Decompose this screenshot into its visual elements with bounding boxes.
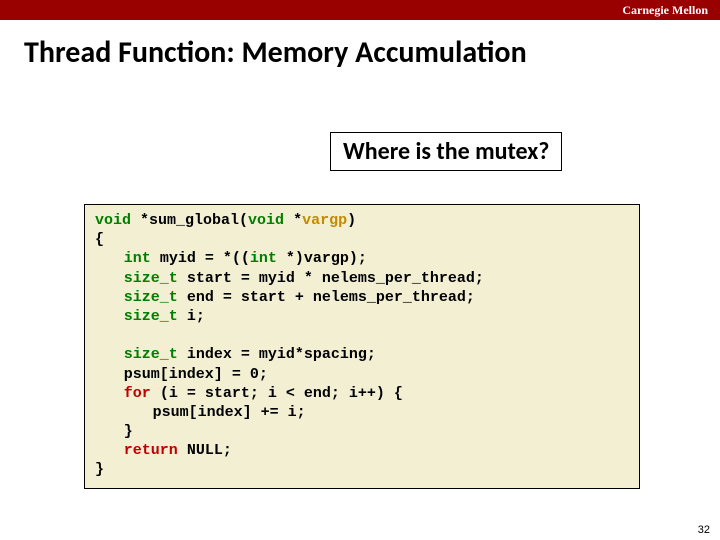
code-line: size_t index = myid*spacing; bbox=[95, 345, 629, 364]
kw-size_t: size_t bbox=[124, 270, 178, 287]
code-line: size_t end = start + nelems_per_thread; bbox=[95, 288, 629, 307]
text: start = myid * nelems_per_thread; bbox=[178, 270, 484, 287]
kw-size_t: size_t bbox=[124, 346, 178, 363]
fn-name: *sum_global( bbox=[131, 212, 248, 229]
kw-void: void bbox=[95, 212, 131, 229]
kw-return: return bbox=[124, 442, 178, 459]
kw-void: void bbox=[248, 212, 284, 229]
kw-size_t: size_t bbox=[124, 308, 178, 325]
code-line: } bbox=[95, 460, 629, 479]
text: ) bbox=[347, 212, 356, 229]
code-line: for (i = start; i < end; i++) { bbox=[95, 384, 629, 403]
slide-title: Thread Function: Memory Accumulation bbox=[0, 20, 720, 71]
text: (i = start; i < end; i++) { bbox=[151, 385, 403, 402]
text: i; bbox=[178, 308, 205, 325]
code-line: return NULL; bbox=[95, 441, 629, 460]
header-bar: Carnegie Mellon bbox=[0, 0, 720, 20]
code-block: void *sum_global(void *vargp) { int myid… bbox=[84, 204, 640, 489]
text: end = start + nelems_per_thread; bbox=[178, 289, 475, 306]
code-line: size_t start = myid * nelems_per_thread; bbox=[95, 269, 629, 288]
code-line: { bbox=[95, 230, 629, 249]
brand-label: Carnegie Mellon bbox=[622, 3, 708, 17]
text: *)vargp); bbox=[277, 250, 367, 267]
code-line: size_t i; bbox=[95, 307, 629, 326]
callout-box: Where is the mutex? bbox=[330, 132, 562, 171]
kw-size_t: size_t bbox=[124, 289, 178, 306]
code-line: } bbox=[95, 422, 629, 441]
text: * bbox=[284, 212, 302, 229]
param-vargp: vargp bbox=[302, 212, 347, 229]
code-line: void *sum_global(void *vargp) bbox=[95, 211, 629, 230]
code-line: int myid = *((int *)vargp); bbox=[95, 249, 629, 268]
page-number: 32 bbox=[698, 524, 710, 536]
kw-int: int bbox=[250, 250, 277, 267]
code-line: psum[index] = 0; bbox=[95, 365, 629, 384]
kw-for: for bbox=[124, 385, 151, 402]
text: index = myid*spacing; bbox=[178, 346, 376, 363]
kw-int: int bbox=[124, 250, 151, 267]
text: NULL; bbox=[178, 442, 232, 459]
code-line: psum[index] += i; bbox=[95, 403, 629, 422]
blank-line bbox=[95, 326, 629, 345]
text: myid = *(( bbox=[151, 250, 250, 267]
